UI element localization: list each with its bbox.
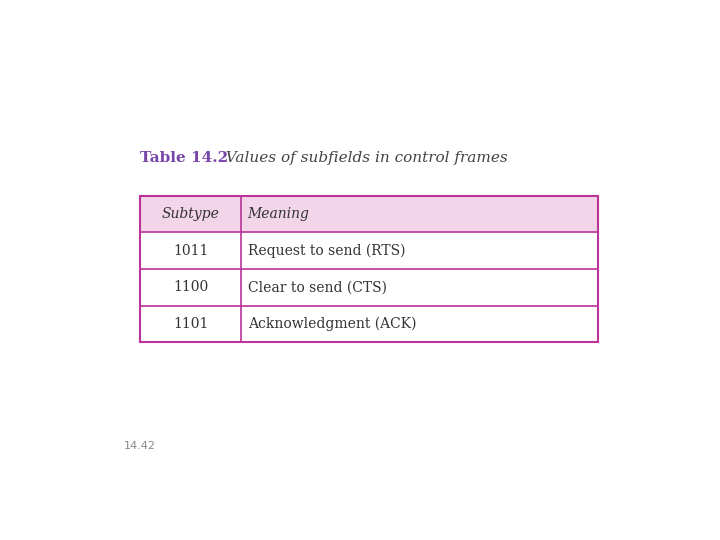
Text: Meaning: Meaning — [248, 207, 310, 221]
Text: 1101: 1101 — [173, 317, 208, 331]
Text: Clear to send (CTS): Clear to send (CTS) — [248, 280, 387, 294]
Text: Values of subfields in control frames: Values of subfields in control frames — [215, 151, 508, 165]
Bar — [140, 196, 598, 232]
Text: 1011: 1011 — [173, 244, 208, 258]
Text: Acknowledgment (ACK): Acknowledgment (ACK) — [248, 316, 416, 331]
Text: 1100: 1100 — [173, 280, 208, 294]
Text: Subtype: Subtype — [161, 207, 220, 221]
Text: Request to send (RTS): Request to send (RTS) — [248, 244, 405, 258]
Text: Table 14.2: Table 14.2 — [140, 151, 228, 165]
Text: 14.42: 14.42 — [124, 442, 156, 451]
